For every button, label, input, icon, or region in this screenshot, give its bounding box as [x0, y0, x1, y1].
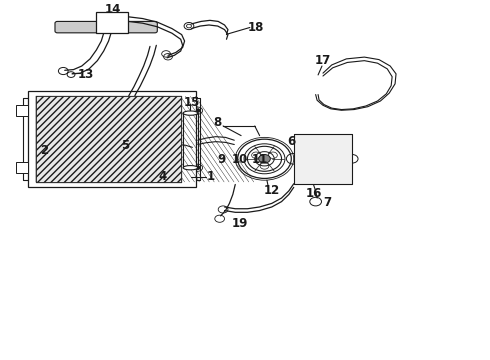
Bar: [294, 134, 352, 184]
Bar: [16, 162, 28, 173]
Circle shape: [259, 154, 270, 163]
Text: 13: 13: [77, 68, 94, 81]
Text: 18: 18: [248, 21, 265, 34]
Text: 7: 7: [323, 196, 331, 209]
Circle shape: [196, 109, 200, 112]
Text: 17: 17: [315, 54, 331, 67]
Text: 1: 1: [207, 170, 215, 183]
Bar: [97, 13, 128, 33]
Text: 6: 6: [287, 135, 295, 148]
Text: 11: 11: [251, 153, 268, 166]
Text: 16: 16: [306, 187, 322, 200]
Text: 15: 15: [183, 96, 199, 109]
Text: 2: 2: [40, 144, 49, 157]
Text: 19: 19: [232, 217, 248, 230]
Bar: [16, 105, 28, 116]
Text: 5: 5: [122, 139, 130, 152]
Polygon shape: [36, 96, 181, 182]
Circle shape: [196, 166, 200, 170]
Text: 9: 9: [218, 153, 226, 166]
Bar: [28, 91, 196, 187]
Text: 3: 3: [102, 12, 110, 26]
Text: 4: 4: [158, 170, 166, 183]
Text: 8: 8: [213, 116, 221, 129]
Text: 14: 14: [104, 3, 121, 16]
Text: 12: 12: [264, 184, 280, 197]
Bar: [134, 164, 153, 170]
Text: 10: 10: [232, 153, 248, 166]
Ellipse shape: [183, 111, 198, 115]
FancyBboxPatch shape: [55, 21, 157, 33]
Ellipse shape: [183, 166, 198, 170]
